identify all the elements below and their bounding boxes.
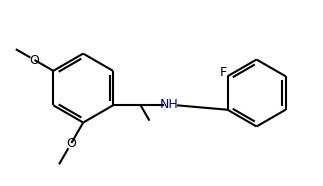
Text: O: O bbox=[30, 54, 39, 67]
Text: F: F bbox=[220, 66, 227, 79]
Text: NH: NH bbox=[160, 98, 179, 111]
Text: O: O bbox=[66, 137, 76, 150]
